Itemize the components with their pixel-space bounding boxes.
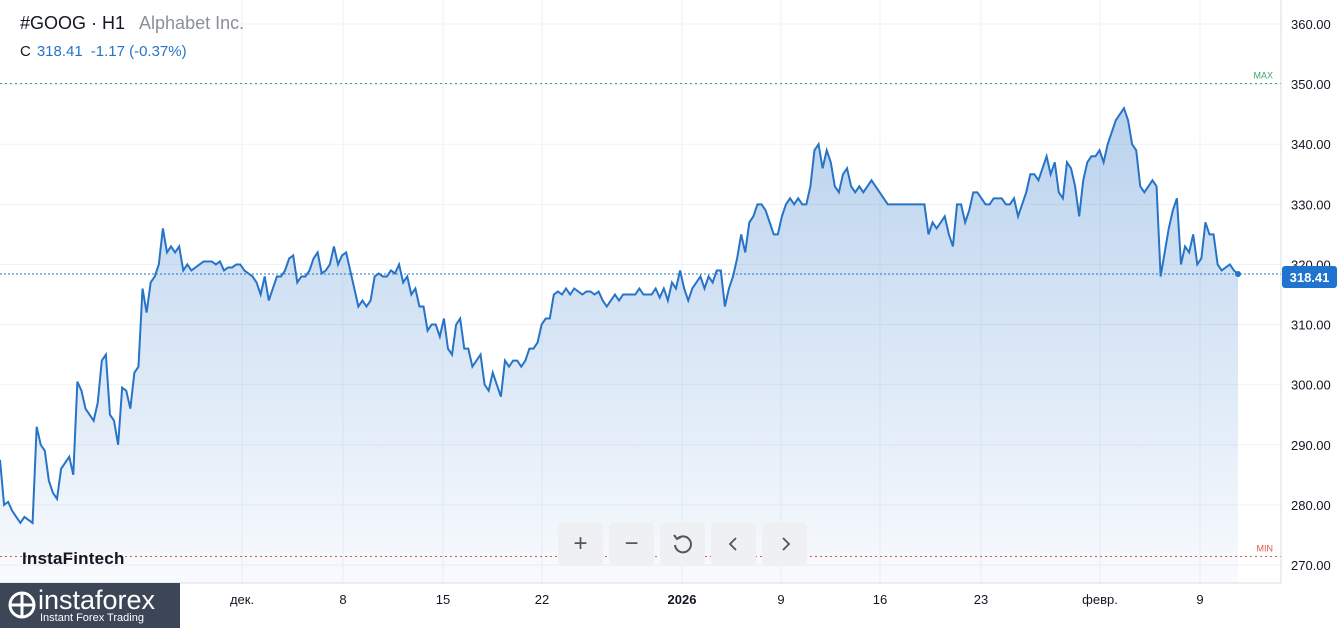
x-tick-label: 9 (777, 592, 784, 607)
min-label: MIN (1257, 544, 1274, 554)
y-tick-label: 300.00 (1291, 378, 1331, 393)
last-price-dot (1235, 271, 1241, 278)
x-tick-label: 22 (535, 592, 549, 607)
price-row: C 318.41 -1.17 (-0.37%) (20, 43, 187, 60)
plus-icon: + (573, 530, 588, 557)
close-label: C (20, 43, 31, 60)
y-tick-label: 330.00 (1291, 197, 1331, 212)
watermark: InstaFintech (22, 549, 125, 568)
time-axis[interactable]: дек. 8 15 22 2026 9 16 23 февр. 9 (230, 592, 1204, 607)
symbol-label: #GOOG · H1 (20, 13, 126, 33)
logo-tagline: Instant Forex Trading (40, 612, 144, 624)
y-tick-label: 310.00 (1291, 318, 1331, 333)
x-tick-label: 9 (1196, 592, 1203, 607)
x-tick-label: 23 (974, 592, 988, 607)
scroll-right-button[interactable] (762, 522, 807, 566)
zoom-in-button[interactable]: + (558, 522, 603, 566)
price-area (0, 108, 1238, 583)
y-tick-label: 270.00 (1291, 558, 1331, 573)
chart-toolbar: + − (558, 522, 807, 566)
x-tick-label: 8 (339, 592, 346, 607)
logo-icon (8, 591, 36, 619)
chart-header: #GOOG · H1 Alphabet Inc. C 318.41 -1.17 (-0… (0, 0, 244, 66)
chevron-left-icon (728, 537, 737, 551)
price-line (0, 105, 1239, 525)
x-tick-label: 16 (873, 592, 887, 607)
x-tick-label: 2026 (668, 592, 697, 607)
y-tick-label: 360.00 (1291, 17, 1331, 32)
x-tick-label: дек. (230, 592, 254, 607)
close-price: 318.41 (36, 43, 83, 60)
y-tick-label: 290.00 (1291, 438, 1331, 453)
logo-name: instaforex (38, 585, 156, 615)
last-price-tag: 318.41 (1282, 266, 1337, 288)
reset-button[interactable] (660, 522, 705, 566)
max-label: MAX (1253, 71, 1273, 81)
y-tick-label: 280.00 (1291, 498, 1331, 513)
zoom-out-button[interactable]: − (609, 522, 654, 566)
minus-icon: − (624, 530, 639, 557)
x-tick-label: февр. (1082, 592, 1118, 607)
title-row: #GOOG · H1 Alphabet Inc. (20, 13, 244, 34)
chevron-right-icon (781, 537, 790, 551)
company-name: Alphabet Inc. (139, 13, 245, 33)
price-change: -1.17 (-0.37%) (90, 43, 187, 60)
reset-icon (672, 534, 692, 554)
scroll-left-button[interactable] (711, 522, 756, 566)
price-axis[interactable]: 270.00280.00290.00300.00310.00320.00330.… (1291, 17, 1331, 573)
y-tick-label: 350.00 (1291, 77, 1331, 92)
y-tick-label: 340.00 (1291, 137, 1331, 152)
x-tick-label: 15 (436, 592, 450, 607)
